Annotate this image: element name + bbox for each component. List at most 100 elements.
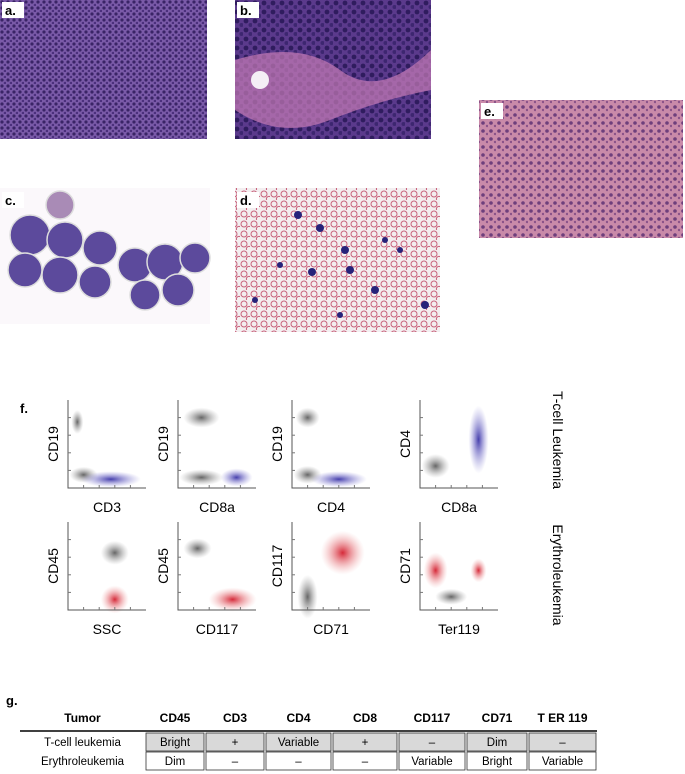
y-axis-label: CD19 — [269, 426, 285, 462]
histology-e — [479, 100, 683, 238]
cell-cluster — [183, 407, 220, 428]
plot-axes — [291, 522, 370, 611]
y-axis-label: CD71 — [397, 548, 413, 584]
y-axis-label: CD45 — [45, 548, 61, 584]
table-header: CD3 — [223, 711, 247, 725]
y-axis-label: CD45 — [155, 548, 171, 584]
table-cell — [265, 732, 332, 752]
table-header: CD8 — [353, 711, 377, 725]
cell-cluster — [423, 552, 448, 589]
table-cell-text: + — [362, 737, 369, 749]
table-cell — [145, 732, 205, 752]
table-cell-text: + — [232, 737, 239, 749]
cell-cluster — [100, 540, 129, 565]
plot-axes — [177, 400, 256, 489]
table-cell-text: Variable — [542, 756, 583, 768]
cell-cluster — [468, 405, 489, 474]
panel-label: f. — [20, 401, 28, 416]
x-axis-label: CD3 — [93, 499, 121, 515]
table-cell-text: Bright — [482, 756, 513, 768]
x-axis-label: CD8a — [441, 499, 477, 515]
histology-b-stroma — [235, 50, 431, 128]
row-label: T-cell Leukemia — [550, 391, 566, 489]
table-cell-text: – — [295, 756, 302, 768]
y-axis-label: CD4 — [397, 430, 413, 458]
cell-cluster — [421, 454, 450, 478]
cell-cluster — [295, 407, 320, 428]
cell-cluster — [80, 471, 141, 488]
flow-plot: CD19 CD3 — [45, 400, 146, 515]
table-cell — [528, 751, 597, 771]
panel-label: a. — [5, 3, 16, 18]
plot-axes — [291, 400, 370, 489]
table-cell-text: – — [559, 737, 566, 749]
plot-axes — [67, 400, 146, 489]
table-cell — [466, 732, 528, 752]
cell-cluster — [320, 530, 365, 575]
histology-c-cells — [7, 190, 211, 311]
flow-plot: CD45 SSC — [45, 522, 146, 637]
plot-axes — [177, 522, 256, 611]
cell-cluster — [100, 585, 129, 614]
table-cell-text: Variable — [278, 737, 319, 749]
plot-axes — [419, 522, 498, 611]
histology-d — [235, 188, 440, 332]
table-header: CD4 — [286, 711, 310, 725]
panel-label: g. — [6, 693, 18, 708]
panel-label: c. — [5, 193, 16, 208]
x-axis-label: CD8a — [199, 499, 235, 515]
plot-axes — [419, 400, 498, 489]
table-cell — [398, 751, 466, 771]
x-axis-label: SSC — [93, 621, 122, 637]
table-cell-text: Bright — [160, 737, 191, 749]
cell-cluster — [297, 574, 318, 619]
histology-d-nuclei — [252, 211, 429, 318]
x-axis-label: CD117 — [196, 621, 239, 637]
cell-cluster — [71, 410, 84, 434]
flow-plot: CD19 CD8a — [155, 400, 256, 515]
cell-cluster — [470, 558, 487, 583]
y-axis-label: CD19 — [155, 426, 171, 462]
panel-label: b. — [240, 3, 252, 18]
table-cell-text: Variable — [411, 756, 452, 768]
y-axis-label: CD117 — [269, 545, 285, 588]
cell-cluster — [310, 471, 367, 488]
cell-cluster — [183, 538, 212, 559]
table-cell-text: – — [362, 756, 369, 768]
cell-cluster — [435, 588, 468, 605]
histology-b-vessel — [251, 71, 269, 89]
table-cell — [265, 751, 332, 771]
cell-cluster — [208, 587, 257, 612]
cell-cluster — [179, 469, 224, 486]
table-cell-text: T-cell leukemia — [44, 737, 121, 749]
table-cell — [466, 751, 528, 771]
table-cell-text: – — [232, 756, 239, 768]
panel-label: e. — [484, 104, 495, 119]
x-axis-label: CD4 — [317, 499, 345, 515]
table-header: CD117 — [414, 711, 451, 725]
flow-plot: CD4 CD8a — [397, 400, 498, 515]
table-header: T ER 119 — [537, 711, 587, 725]
flow-plot: CD45 CD117 — [155, 522, 257, 637]
flow-plot: CD71 Ter119 — [397, 522, 498, 637]
table-cell — [145, 751, 205, 771]
table-cell — [398, 732, 466, 752]
table-header: CD45 — [160, 711, 191, 725]
table-cell — [205, 751, 265, 771]
panel-label: d. — [240, 193, 252, 208]
table-cell — [332, 751, 398, 771]
table-cell-text: Dim — [487, 737, 507, 749]
table-header: Tumor — [64, 711, 101, 725]
panel-labels: a. b. c. d. e. f. g. — [2, 2, 503, 708]
table-cell — [205, 732, 265, 752]
flow-plot: CD19 CD4 — [269, 400, 370, 515]
table-header: CD71 — [482, 711, 513, 725]
table-cell — [332, 732, 398, 752]
row-label: Erythroleukemia — [550, 524, 566, 625]
table-cell — [528, 732, 597, 752]
x-axis-label: CD71 — [313, 621, 349, 637]
table-cell-text: Erythroleukemia — [41, 756, 125, 768]
cell-cluster — [220, 468, 253, 487]
